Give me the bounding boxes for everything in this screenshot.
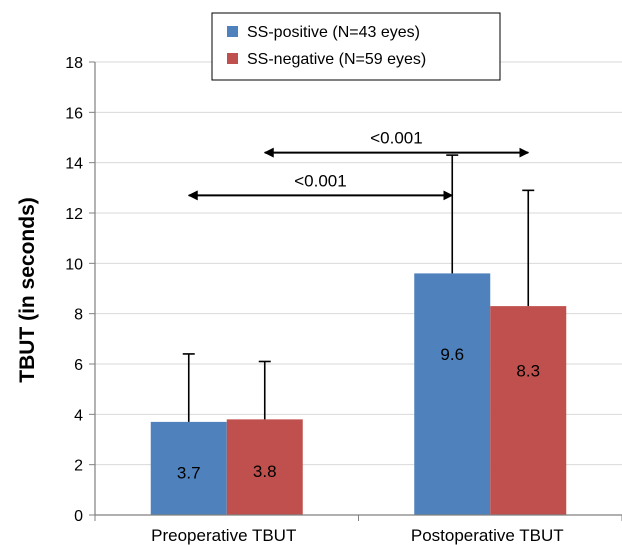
- legend-label: SS-negative (N=59 eyes): [247, 51, 426, 68]
- y-tick-label: 8: [74, 307, 83, 324]
- data-label: 9.6: [440, 345, 464, 364]
- x-tick-label: Preoperative TBUT: [151, 526, 296, 545]
- p-value-label: <0.001: [370, 129, 422, 148]
- legend-label: SS-positive (N=43 eyes): [247, 24, 420, 41]
- y-tick-label: 6: [74, 357, 83, 374]
- y-tick-label: 16: [65, 105, 83, 122]
- y-tick-label: 2: [74, 458, 83, 475]
- y-tick-label: 14: [65, 156, 83, 173]
- bar: [414, 273, 490, 515]
- y-tick-label: 18: [65, 55, 83, 72]
- y-tick-label: 0: [74, 508, 83, 525]
- data-label: 3.7: [177, 463, 201, 482]
- bar: [490, 306, 566, 515]
- data-label: 8.3: [516, 362, 540, 381]
- x-tick-label: Postoperative TBUT: [411, 526, 564, 545]
- y-axis-label: TBUT (in seconds): [16, 197, 39, 383]
- y-tick-label: 4: [74, 407, 83, 424]
- x-tick-labels: Preoperative TBUT Postoperative TBUT: [151, 526, 563, 545]
- legend-swatch: [227, 53, 238, 64]
- significance-annotations: <0.001 <0.001: [189, 129, 529, 196]
- data-label: 3.8: [253, 462, 277, 481]
- y-tick-label: 10: [65, 256, 83, 273]
- y-tick-label: 12: [65, 206, 83, 223]
- p-value-label: <0.001: [294, 171, 346, 190]
- bars: [151, 273, 567, 515]
- legend-swatch: [227, 26, 238, 37]
- legend: SS-positive (N=43 eyes) SS-negative (N=59…: [212, 13, 500, 80]
- y-tick-labels: 0 2 4 6 8 10 12 14 16 18: [65, 55, 95, 525]
